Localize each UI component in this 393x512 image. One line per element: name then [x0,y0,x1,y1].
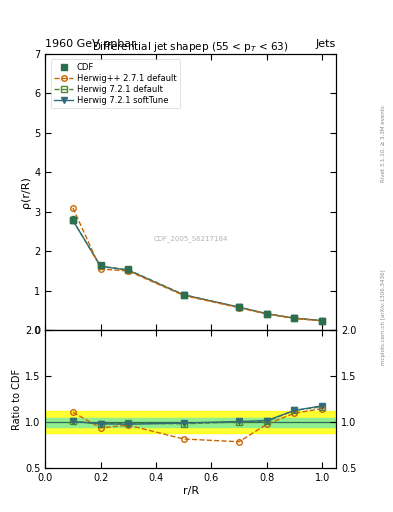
Herwig++ 2.7.1 default [98,266,103,272]
Herwig 7.2.1 default [98,263,103,269]
Text: mcplots.cern.ch [arXiv:1306.3436]: mcplots.cern.ch [arXiv:1306.3436] [381,270,386,365]
Herwig 7.2.1 softTune [126,267,130,273]
Herwig++ 2.7.1 default [264,311,269,317]
Herwig 7.2.1 default [264,311,269,317]
Herwig 7.2.1 default [320,317,325,324]
X-axis label: r/R: r/R [182,486,199,496]
Herwig++ 2.7.1 default [70,205,75,211]
Herwig 7.2.1 softTune [70,218,75,224]
Herwig++ 2.7.1 default [237,305,241,311]
Herwig 7.2.1 default [237,304,241,310]
Herwig 7.2.1 softTune [264,311,269,317]
Herwig 7.2.1 default [292,315,297,321]
Text: Rivet 3.1.10, ≥ 3.3M events: Rivet 3.1.10, ≥ 3.3M events [381,105,386,182]
Text: Jets: Jets [316,38,336,49]
Herwig 7.2.1 softTune [98,263,103,269]
Y-axis label: Ratio to CDF: Ratio to CDF [12,369,22,430]
Line: Herwig 7.2.1 default: Herwig 7.2.1 default [70,218,325,324]
Title: Differential jet shapep (55 < p$_T$ < 63): Differential jet shapep (55 < p$_T$ < 63… [92,39,289,54]
Herwig 7.2.1 softTune [292,315,297,321]
Text: CDF_2005_S6217184: CDF_2005_S6217184 [153,236,228,242]
Herwig 7.2.1 default [181,292,186,298]
Herwig 7.2.1 softTune [237,304,241,310]
Herwig++ 2.7.1 default [126,268,130,274]
Y-axis label: ρ(r/R): ρ(r/R) [21,176,31,208]
Herwig++ 2.7.1 default [292,315,297,322]
Herwig++ 2.7.1 default [320,318,325,324]
Herwig 7.2.1 default [70,218,75,224]
Line: Herwig 7.2.1 softTune: Herwig 7.2.1 softTune [70,218,325,324]
Herwig 7.2.1 default [126,267,130,273]
Text: 1960 GeV ppbar: 1960 GeV ppbar [45,38,136,49]
Herwig 7.2.1 softTune [181,292,186,298]
Legend: CDF, Herwig++ 2.7.1 default, Herwig 7.2.1 default, Herwig 7.2.1 softTune: CDF, Herwig++ 2.7.1 default, Herwig 7.2.… [51,59,180,108]
Herwig++ 2.7.1 default [181,292,186,298]
Line: Herwig++ 2.7.1 default: Herwig++ 2.7.1 default [70,205,325,324]
Herwig 7.2.1 softTune [320,317,325,324]
